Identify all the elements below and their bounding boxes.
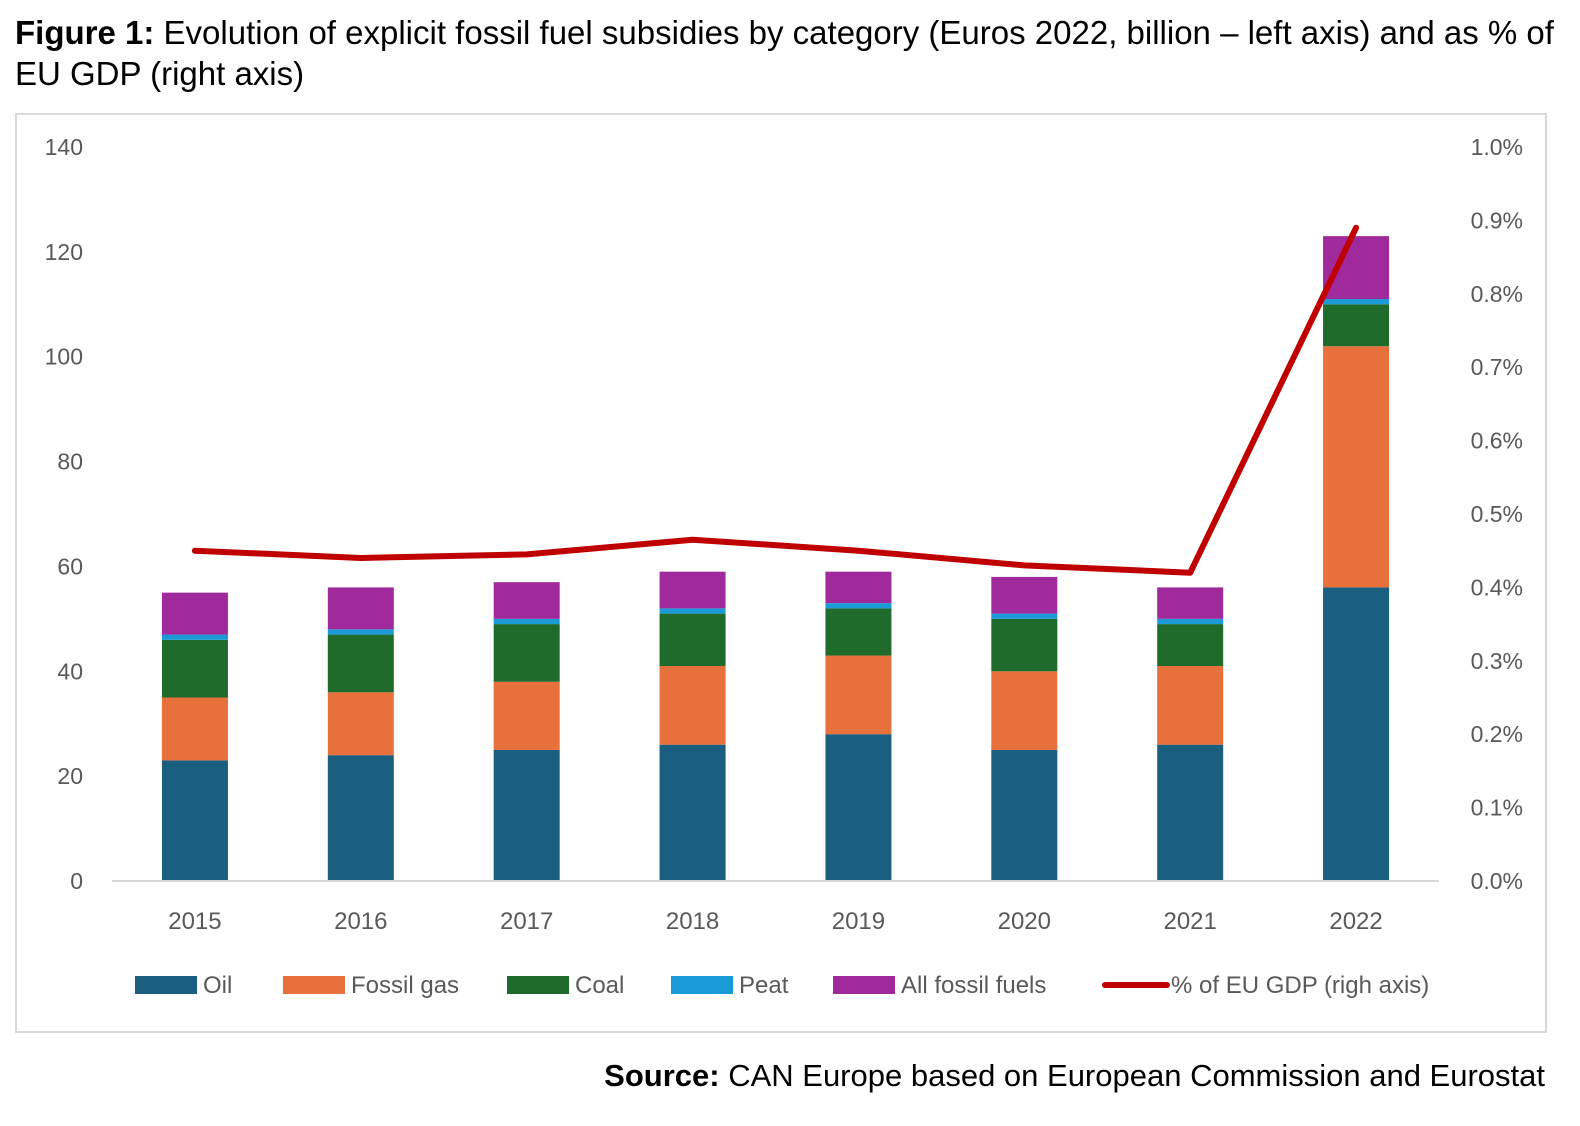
figure-label: Figure 1: bbox=[15, 14, 155, 51]
chart-svg: 0 20 40 60 80 100 120 140 0.0% 0.1% 0.2% 0.3% 0.4% 0.… bbox=[45, 134, 1523, 999]
y-right-tick-label: 0.8% bbox=[1471, 281, 1523, 307]
legend-swatch-peat bbox=[671, 976, 733, 994]
y-right-tick-label: 0.7% bbox=[1471, 354, 1523, 380]
y-left-tick-label: 20 bbox=[57, 763, 83, 789]
y-left-tick-label: 120 bbox=[45, 239, 83, 265]
x-tick-label: 2022 bbox=[1329, 908, 1382, 935]
legend-label-all-fossil-fuels: All fossil fuels bbox=[901, 972, 1046, 999]
y-left-tick-label: 40 bbox=[57, 658, 83, 684]
bar-all-fossil-fuels-2016 bbox=[327, 587, 394, 630]
bar-coal-2019 bbox=[825, 608, 892, 656]
bar-coal-2020 bbox=[991, 618, 1058, 672]
bar-fossil-gas-2015 bbox=[161, 697, 228, 761]
bar-all-fossil-fuels-2020 bbox=[991, 576, 1058, 614]
x-tick-label: 2020 bbox=[998, 908, 1051, 935]
legend-swatch-fossil-gas bbox=[283, 976, 345, 994]
legend-swatch-coal bbox=[507, 976, 569, 994]
bar-peat-2020 bbox=[991, 613, 1058, 619]
bar-oil-2018 bbox=[659, 744, 726, 881]
bar-oil-2017 bbox=[493, 749, 560, 881]
legend-label-coal: Coal bbox=[575, 972, 624, 999]
bar-peat-2017 bbox=[493, 618, 560, 625]
bar-oil-2019 bbox=[825, 734, 892, 881]
x-tick-label: 2015 bbox=[168, 908, 221, 935]
chart-container: 0 20 40 60 80 100 120 140 0.0% 0.1% 0.2% 0.3% 0.4% 0.… bbox=[15, 113, 1547, 1033]
bar-coal-2017 bbox=[493, 624, 560, 682]
y-left-tick-label: 0 bbox=[70, 868, 83, 894]
bar-peat-2016 bbox=[327, 629, 394, 635]
y-right-tick-label: 0.0% bbox=[1471, 868, 1523, 894]
y-right-tick-label: 0.3% bbox=[1471, 648, 1523, 674]
bar-peat-2015 bbox=[161, 634, 228, 640]
bar-peat-2021 bbox=[1157, 618, 1224, 625]
bar-fossil-gas-2022 bbox=[1323, 346, 1390, 588]
x-tick-label: 2019 bbox=[832, 908, 885, 935]
gdp-share-line bbox=[191, 224, 1360, 576]
bar-peat-2022 bbox=[1323, 299, 1390, 305]
y-left-tick-label: 60 bbox=[57, 553, 83, 579]
x-tick-label: 2017 bbox=[500, 908, 553, 935]
bar-oil-2020 bbox=[991, 749, 1058, 881]
x-tick-label: 2021 bbox=[1163, 908, 1216, 935]
bar-coal-2022 bbox=[1323, 304, 1390, 347]
bar-peat-2018 bbox=[659, 608, 726, 614]
bar-coal-2016 bbox=[327, 634, 394, 693]
bar-all-fossil-fuels-2022 bbox=[1323, 236, 1390, 300]
bar-oil-2021 bbox=[1157, 744, 1224, 881]
bar-oil-2016 bbox=[327, 755, 394, 881]
bar-coal-2021 bbox=[1157, 624, 1224, 667]
bar-fossil-gas-2020 bbox=[991, 671, 1058, 750]
figure-title-text: Evolution of explicit fossil fuel subsid… bbox=[15, 14, 1554, 92]
bar-all-fossil-fuels-2017 bbox=[493, 582, 560, 619]
source-label: Source: bbox=[604, 1058, 720, 1093]
legend-label-gdp-line: % of EU GDP (righ axis) bbox=[1171, 972, 1429, 999]
x-tick-label: 2016 bbox=[334, 908, 387, 935]
x-tick-label: 2018 bbox=[666, 908, 719, 935]
bar-oil-2022 bbox=[1323, 587, 1390, 881]
bar-fossil-gas-2018 bbox=[659, 666, 726, 745]
bar-fossil-gas-2021 bbox=[1157, 666, 1224, 745]
y-right-tick-label: 0.2% bbox=[1471, 721, 1523, 747]
legend-label-oil: Oil bbox=[203, 972, 232, 999]
bar-coal-2018 bbox=[659, 613, 726, 667]
bar-all-fossil-fuels-2018 bbox=[659, 571, 726, 609]
y-left-tick-label: 140 bbox=[45, 134, 83, 160]
y-right-tick-label: 0.5% bbox=[1471, 501, 1523, 527]
figure-title: Figure 1: Evolution of explicit fossil f… bbox=[15, 12, 1565, 94]
bar-all-fossil-fuels-2021 bbox=[1157, 587, 1224, 619]
bar-all-fossil-fuels-2015 bbox=[161, 592, 228, 635]
bar-fossil-gas-2019 bbox=[825, 655, 892, 735]
bar-oil-2015 bbox=[161, 760, 228, 881]
y-right-tick-label: 0.1% bbox=[1471, 795, 1523, 821]
source-note: Source: CAN Europe based on European Com… bbox=[604, 1058, 1545, 1094]
y-left-tick-label: 80 bbox=[57, 449, 83, 475]
bar-peat-2019 bbox=[825, 603, 892, 609]
bar-all-fossil-fuels-2019 bbox=[825, 571, 892, 604]
legend-swatch-all-fossil-fuels bbox=[833, 976, 895, 994]
y-right-tick-label: 0.9% bbox=[1471, 207, 1523, 233]
bar-coal-2015 bbox=[161, 639, 228, 698]
legend-swatch-oil bbox=[135, 976, 197, 994]
y-right-tick-label: 0.6% bbox=[1471, 428, 1523, 454]
legend-label-fossil-gas: Fossil gas bbox=[351, 972, 459, 999]
source-text: CAN Europe based on European Commission … bbox=[728, 1058, 1545, 1093]
y-right-tick-label: 1.0% bbox=[1471, 134, 1523, 160]
y-left-tick-label: 100 bbox=[45, 344, 83, 370]
bar-fossil-gas-2017 bbox=[493, 681, 560, 750]
y-right-tick-label: 0.4% bbox=[1471, 574, 1523, 600]
bar-fossil-gas-2016 bbox=[327, 692, 394, 756]
legend-label-peat: Peat bbox=[739, 972, 789, 999]
